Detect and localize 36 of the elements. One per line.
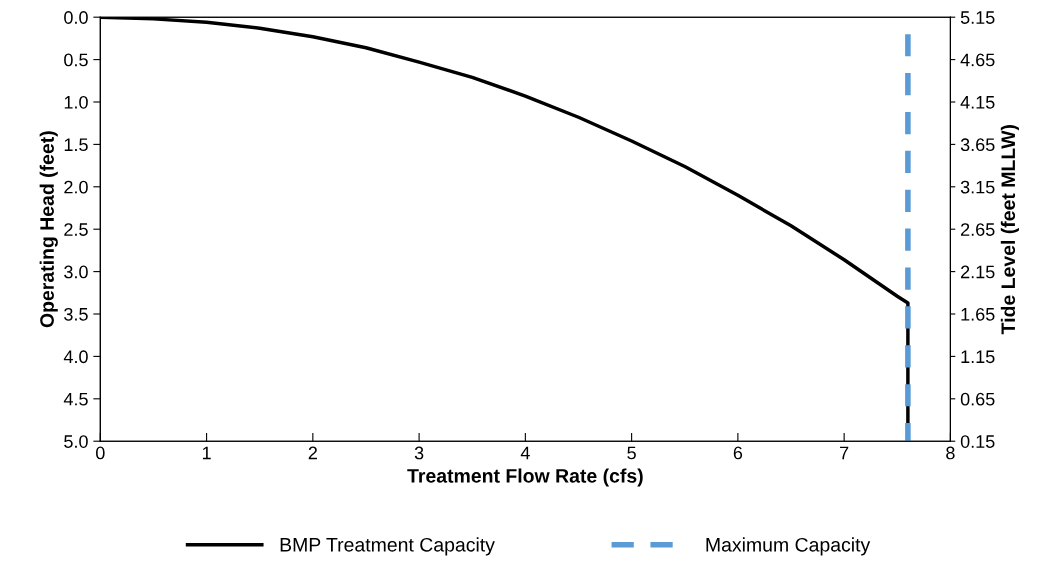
- y2-tick-label: 3.65: [960, 138, 995, 152]
- y-tick-label: 4.0: [63, 350, 88, 364]
- y-tick-label: 1.0: [64, 95, 88, 109]
- y-tick-label: 1.5: [64, 138, 88, 152]
- y2-tick-label: 3.15: [960, 180, 995, 194]
- y2-tick-label: 0.65: [960, 392, 995, 406]
- x-tick-label: 4: [520, 446, 530, 460]
- x-tick-label: 8: [946, 446, 955, 460]
- y-tick-label: 2.5: [64, 223, 88, 236]
- y-axis-title: Operating Head (feet): [39, 131, 58, 328]
- x-tick-label: 3: [414, 446, 424, 460]
- y-tick-label: 3.5: [64, 307, 88, 321]
- y2-tick-label: 0.15: [960, 435, 995, 448]
- y2-tick-label: 4.15: [960, 96, 995, 109]
- x-tick-label: 7: [840, 446, 849, 460]
- legend-label: BMP Treatment Capacity: [280, 537, 495, 556]
- y2-tick-label: 2.15: [961, 265, 995, 279]
- y-tick-label: 4.5: [63, 392, 88, 406]
- y2-tick-label: 2.65: [961, 223, 995, 236]
- y2-axis-title: Tide Level (feet MLLW): [1000, 125, 1019, 335]
- x-tick-label: 6: [733, 446, 743, 460]
- x-tick-label: 2: [308, 446, 317, 460]
- y2-tick-label: 1.15: [961, 350, 995, 364]
- y2-tick-label: 4.65: [960, 53, 995, 67]
- y-tick-label: 0.0: [64, 11, 88, 24]
- x-tick-label: 1: [202, 446, 211, 460]
- y2-tick-label: 5.15: [960, 11, 995, 24]
- y-tick-label: 2.0: [64, 180, 88, 194]
- x-axis-title: Treatment Flow Rate (cfs): [407, 468, 643, 487]
- y-tick-label: 3.0: [64, 265, 88, 279]
- y2-tick-label: 1.65: [961, 307, 995, 321]
- x-tick-label: 0: [96, 446, 105, 460]
- y-tick-label: 5.0: [64, 435, 88, 448]
- y-tick-label: 0.5: [64, 53, 88, 67]
- legend-label: Maximum Capacity: [706, 537, 871, 556]
- x-tick-label: 5: [627, 446, 636, 460]
